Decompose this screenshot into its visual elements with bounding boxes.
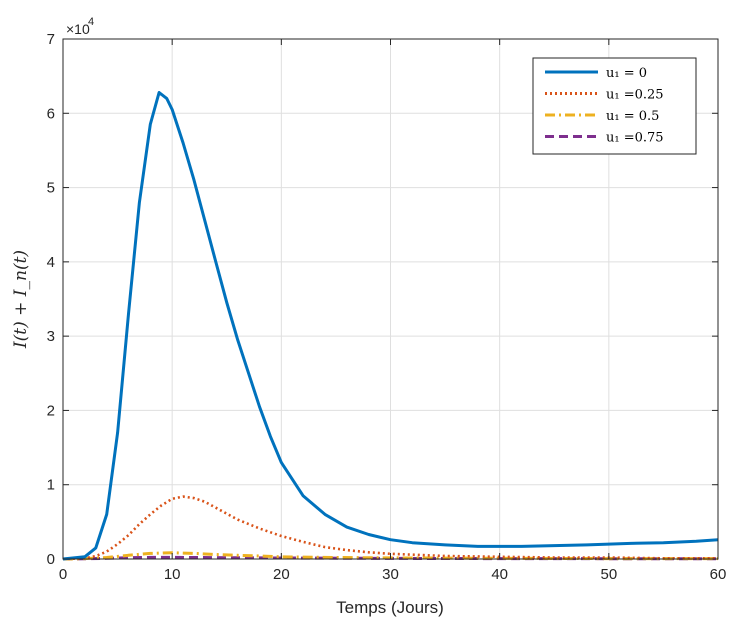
- legend: u₁ = 0 u₁ =0.25 u₁ = 0.5 u₁ =0.75: [532, 57, 697, 155]
- legend-label: u₁ =0.25: [606, 88, 664, 103]
- x-tick-label: 10: [164, 566, 181, 583]
- y-tick-label: 7: [47, 31, 55, 48]
- series-line: [62, 91, 719, 561]
- x-tick-label: 0: [59, 566, 67, 583]
- legend-label: u₁ = 0: [606, 66, 647, 81]
- y-tick-label: 4: [47, 254, 55, 271]
- y-tick-label: 2: [47, 402, 55, 419]
- tick-labels: 0 10 20 30 40 50 60 0 1 2 3 4 5 6 7: [47, 31, 727, 583]
- y-axis-label: I(t) + I_n(t): [11, 250, 31, 349]
- y-tick-label: 1: [47, 477, 55, 494]
- y-tick-label: 6: [47, 105, 55, 122]
- y-exponent-power: 4: [88, 16, 94, 28]
- legend-label: u₁ =0.75: [606, 131, 664, 146]
- x-tick-label: 60: [710, 566, 727, 583]
- x-tick-label: 20: [273, 566, 290, 583]
- y-tick-label: 5: [47, 180, 55, 197]
- y-tick-label: 3: [47, 328, 55, 345]
- y-exponent-label: ×10 4: [66, 16, 94, 37]
- x-tick-label: 50: [600, 566, 617, 583]
- legend-label: u₁ = 0.5: [606, 109, 659, 124]
- x-axis-label: Temps (Jours): [336, 598, 444, 617]
- series-line: [62, 551, 718, 561]
- legend-items: u₁ = 0 u₁ =0.25 u₁ = 0.5 u₁ =0.75: [545, 66, 664, 146]
- y-tick-label: 0: [47, 551, 55, 568]
- x-tick-label: 30: [382, 566, 399, 583]
- series-line: [62, 495, 718, 561]
- x-tick-label: 40: [491, 566, 508, 583]
- y-exponent-base: ×10: [66, 21, 90, 37]
